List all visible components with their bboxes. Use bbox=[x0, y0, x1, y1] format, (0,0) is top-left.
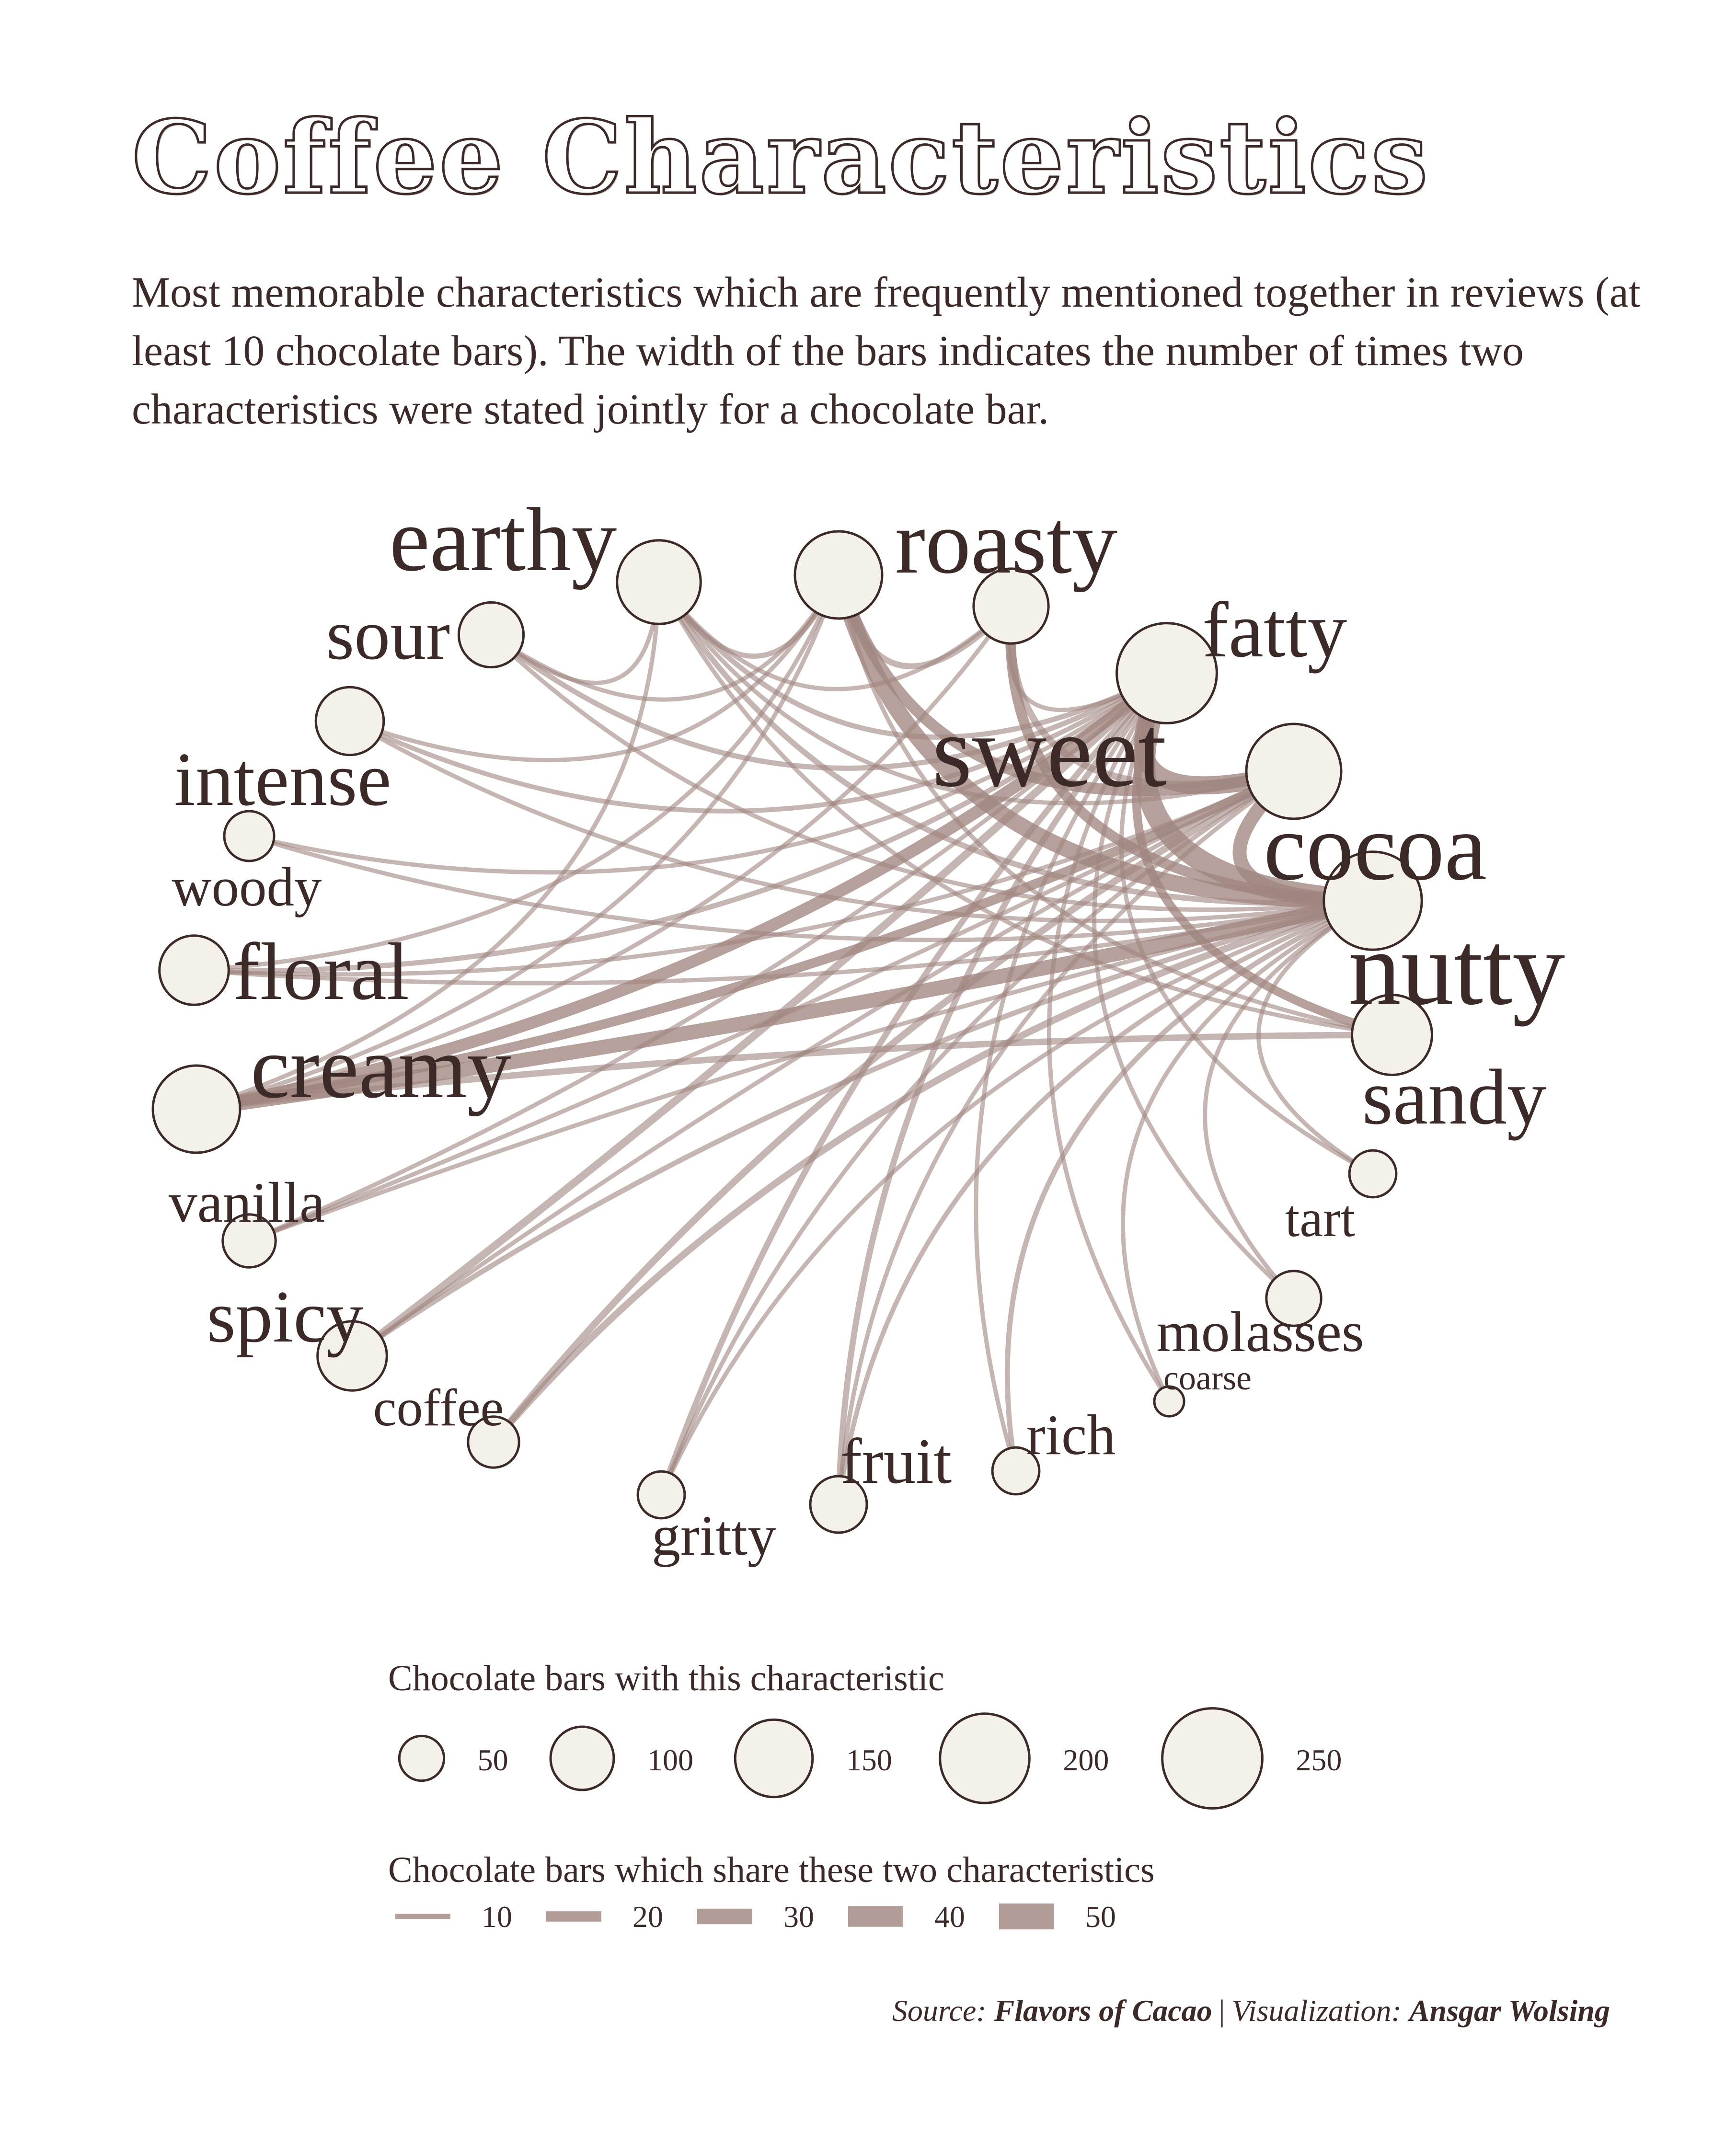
node-label-creamy: creamy bbox=[251, 1019, 511, 1117]
node-sandy bbox=[1351, 994, 1433, 1076]
node-label-cocoa: cocoa bbox=[1264, 794, 1487, 900]
source-prefix: Source bbox=[892, 1994, 977, 2028]
node-gritty bbox=[636, 1470, 686, 1520]
size-legend-circle-150 bbox=[734, 1718, 814, 1799]
edge-molasses-nutty bbox=[1203, 898, 1375, 1301]
width-legend-label-50: 50 bbox=[1085, 1900, 1116, 1934]
size-legend-circle-100 bbox=[549, 1725, 615, 1791]
edge-woody-sweet bbox=[247, 671, 1169, 875]
source-name: Flavors of Cacao bbox=[994, 1994, 1212, 2028]
node-cocoa bbox=[1245, 722, 1343, 820]
edge-earthy-sandy bbox=[656, 580, 1394, 1037]
width-legend-label-10: 10 bbox=[482, 1900, 512, 1934]
node-label-gritty: gritty bbox=[652, 1503, 776, 1567]
size-legend-label-150: 150 bbox=[846, 1743, 892, 1777]
node-label-roasty: roasty bbox=[895, 492, 1117, 593]
node-label-fruit: fruit bbox=[840, 1426, 952, 1497]
edge-fruit-nutty bbox=[836, 898, 1375, 1507]
width-legend-label-30: 30 bbox=[783, 1900, 814, 1934]
edge-coarse-nutty bbox=[1121, 898, 1375, 1404]
edge-coffee-nutty bbox=[490, 897, 1377, 1446]
node-sweet bbox=[1116, 622, 1218, 724]
node-spicy bbox=[316, 1320, 388, 1392]
size-legend-circle-250 bbox=[1161, 1707, 1264, 1810]
node-label-nutty: nutty bbox=[1348, 910, 1565, 1027]
node-label-fatty: fatty bbox=[1202, 586, 1347, 674]
node-fruit bbox=[809, 1475, 868, 1534]
edge-creamy-earthy bbox=[194, 580, 661, 1112]
edge-rich-nutty bbox=[1005, 898, 1376, 1474]
node-label-woody: woody bbox=[172, 857, 322, 917]
chart-subtitle: Most memorable characteristics which are… bbox=[132, 269, 1641, 433]
node-roasty bbox=[794, 530, 884, 620]
edge-roasty-nutty bbox=[830, 566, 1381, 909]
chart-title: Coffee Characteristics bbox=[131, 97, 1430, 218]
width-legend-label-20: 20 bbox=[632, 1900, 663, 1934]
node-label-floral: floral bbox=[233, 927, 409, 1017]
size-legend-label-100: 100 bbox=[647, 1743, 693, 1777]
edge-roasty-sandy bbox=[836, 573, 1394, 1037]
node-label-coarse: coarse bbox=[1163, 1359, 1252, 1397]
edge-creamy-roasty bbox=[194, 573, 841, 1112]
node-vanilla bbox=[221, 1213, 277, 1269]
size-legend-label-200: 200 bbox=[1063, 1743, 1109, 1777]
node-label-molasses: molasses bbox=[1156, 1300, 1364, 1364]
node-molasses bbox=[1265, 1270, 1322, 1327]
node-label-sandy: sandy bbox=[1362, 1053, 1547, 1141]
edge-floral-cocoa bbox=[192, 769, 1296, 977]
node-coarse bbox=[1153, 1385, 1185, 1418]
edge-spicy-nutty bbox=[349, 898, 1376, 1359]
edge-intense-roasty bbox=[347, 573, 841, 762]
node-tart bbox=[1348, 1149, 1398, 1199]
node-label-earthy: earthy bbox=[390, 490, 617, 590]
size-legend-label-50: 50 bbox=[478, 1743, 508, 1777]
node-creamy bbox=[151, 1064, 242, 1154]
size-legend-title: Chocolate bars with this characteristic bbox=[388, 1658, 944, 1698]
source-caption: Source: Flavors of Cacao | Visualization: … bbox=[892, 1994, 1610, 2028]
node-earthy bbox=[616, 539, 702, 625]
width-legend-title: Chocolate bars which share these two cha… bbox=[388, 1850, 1155, 1890]
edge-coarse-sweet bbox=[1046, 671, 1172, 1404]
node-rich bbox=[991, 1446, 1041, 1496]
node-label-rich: rich bbox=[1026, 1403, 1116, 1467]
edge-creamy-sweet bbox=[190, 667, 1173, 1115]
edge-sweet-nutty bbox=[1134, 662, 1384, 912]
width-legend-label-40: 40 bbox=[934, 1900, 965, 1934]
node-label-coffee: coffee bbox=[373, 1378, 504, 1437]
edge-earthy-cocoa bbox=[656, 580, 1296, 806]
size-legend-circle-200 bbox=[939, 1712, 1031, 1804]
size-legend-label-250: 250 bbox=[1296, 1743, 1342, 1777]
node-coffee bbox=[467, 1415, 520, 1469]
node-label-tart: tart bbox=[1285, 1189, 1356, 1248]
legend-layer: 50 100 150 200 250 10 20 30 40 50 bbox=[395, 1707, 1342, 1934]
node-label-intense: intense bbox=[174, 736, 391, 822]
node-intense bbox=[314, 686, 385, 757]
size-legend-circle-50 bbox=[398, 1734, 446, 1782]
node-floral bbox=[158, 934, 230, 1006]
node-sour bbox=[457, 601, 525, 669]
edge-earthy-sweet bbox=[656, 579, 1170, 740]
node-label-sour: sour bbox=[326, 595, 450, 675]
edges-layer bbox=[189, 566, 1396, 1508]
nodes-layer bbox=[151, 530, 1433, 1534]
edge-woody-nutty bbox=[247, 834, 1375, 942]
node-label-vanilla: vanilla bbox=[169, 1170, 325, 1234]
viz-prefix: Visualization bbox=[1231, 1994, 1392, 2028]
node-nutty bbox=[1322, 850, 1423, 951]
viz-name: Ansgar Wolsing bbox=[1409, 1994, 1610, 2028]
node-label-spicy: spicy bbox=[207, 1275, 363, 1358]
node-fatty bbox=[972, 567, 1050, 645]
edge-floral-roasty bbox=[192, 573, 841, 973]
edge-sour-sweet bbox=[488, 632, 1170, 771]
node-label-sweet: sweet bbox=[932, 694, 1167, 808]
node-woody bbox=[223, 810, 276, 862]
edge-creamy-nutty bbox=[189, 893, 1380, 1117]
